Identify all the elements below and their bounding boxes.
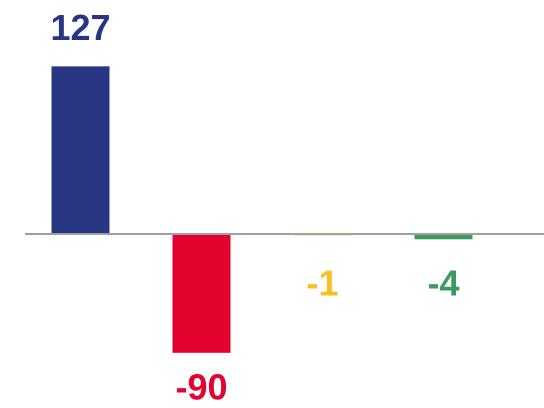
bar bbox=[51, 66, 110, 234]
data-label: -1 bbox=[306, 263, 338, 304]
bar bbox=[172, 234, 231, 353]
data-label: -4 bbox=[427, 263, 459, 304]
bar bbox=[414, 234, 473, 240]
data-label: 127 bbox=[50, 7, 110, 48]
data-label: -90 bbox=[175, 366, 227, 407]
